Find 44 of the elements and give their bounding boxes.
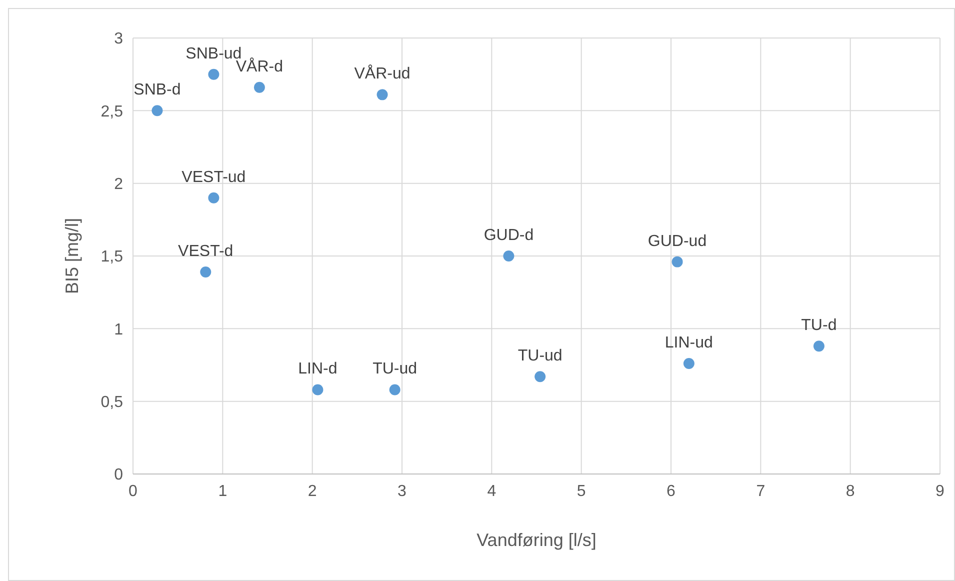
point xyxy=(312,384,324,396)
point xyxy=(200,266,212,278)
y-tick-label: 1,5 xyxy=(100,248,124,266)
x-tick-label: 2 xyxy=(308,483,317,500)
x-tick-label: 5 xyxy=(576,483,586,500)
annotation: VÅR-d xyxy=(236,57,283,76)
x-tick-label: 8 xyxy=(846,483,855,500)
x-tick-label: 3 xyxy=(398,483,407,500)
x-axis-title: Vandføring [l/s] xyxy=(476,530,596,550)
annotation: VEST-ud xyxy=(182,168,246,186)
annotation: VEST-d xyxy=(178,242,234,260)
x-tick-label: 7 xyxy=(756,483,766,500)
annotation: TU-ud xyxy=(372,360,418,378)
x-tick-label: 9 xyxy=(936,483,945,500)
y-axis-title: BI5 [mg/l] xyxy=(62,218,82,294)
x-tick-label: 1 xyxy=(218,483,228,500)
annotation: TU-ud xyxy=(518,348,562,365)
annotation: LIN-ud xyxy=(664,334,713,352)
point xyxy=(683,358,694,370)
y-tick-label: 1 xyxy=(114,321,124,338)
y-tick-label: 0,5 xyxy=(100,394,124,411)
point xyxy=(813,340,824,352)
point xyxy=(208,68,220,80)
point xyxy=(152,105,163,116)
annotation: VÅR-ud xyxy=(354,64,410,83)
annotation: GUD-ud xyxy=(648,232,707,250)
annotation: GUD-d xyxy=(484,227,534,244)
x-tick-label: 4 xyxy=(487,483,496,500)
point xyxy=(208,192,220,204)
point xyxy=(376,89,388,100)
annotation: LIN-d xyxy=(298,360,338,378)
y-tick-label: 2 xyxy=(114,176,124,193)
annotation: TU-d xyxy=(801,317,837,334)
point xyxy=(672,256,683,268)
point xyxy=(389,384,400,396)
point xyxy=(534,371,546,382)
y-tick-label: 2,5 xyxy=(100,103,124,120)
point xyxy=(503,250,514,262)
annotation: SNB-d xyxy=(134,82,181,99)
y-tick-label: 3 xyxy=(114,30,124,48)
point xyxy=(254,82,265,93)
y-tick-label: 0 xyxy=(114,466,124,484)
x-tick-label: 0 xyxy=(128,483,138,500)
x-tick-label: 6 xyxy=(666,483,676,500)
